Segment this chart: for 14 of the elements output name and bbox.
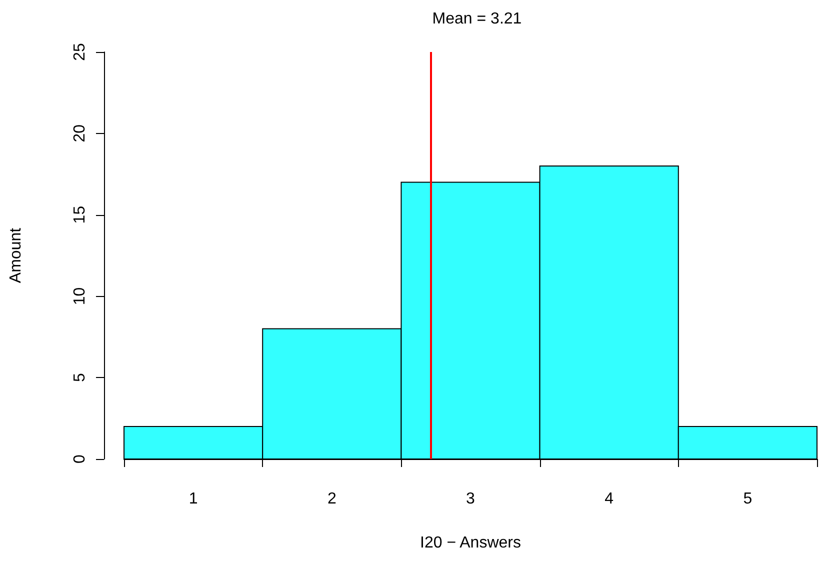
x-axis-title: I20 − Answers — [420, 534, 521, 552]
x-tick-label: 1 — [188, 490, 198, 508]
chart-title: Mean = 3.21 — [432, 10, 522, 28]
y-tick-label: 20 — [72, 124, 88, 142]
y-tick-label: 0 — [72, 454, 88, 464]
y-tick-label: 15 — [72, 206, 88, 224]
x-tick-label: 2 — [327, 490, 336, 508]
x-tick-label: 4 — [604, 490, 614, 508]
x-tick-label: 5 — [743, 490, 752, 508]
y-tick-label: 5 — [72, 373, 88, 382]
y-axis-title: Amount — [8, 227, 24, 284]
x-tick-label: 3 — [466, 490, 476, 508]
y-tick-label: 25 — [72, 43, 88, 61]
y-tick-label: 10 — [72, 287, 88, 306]
